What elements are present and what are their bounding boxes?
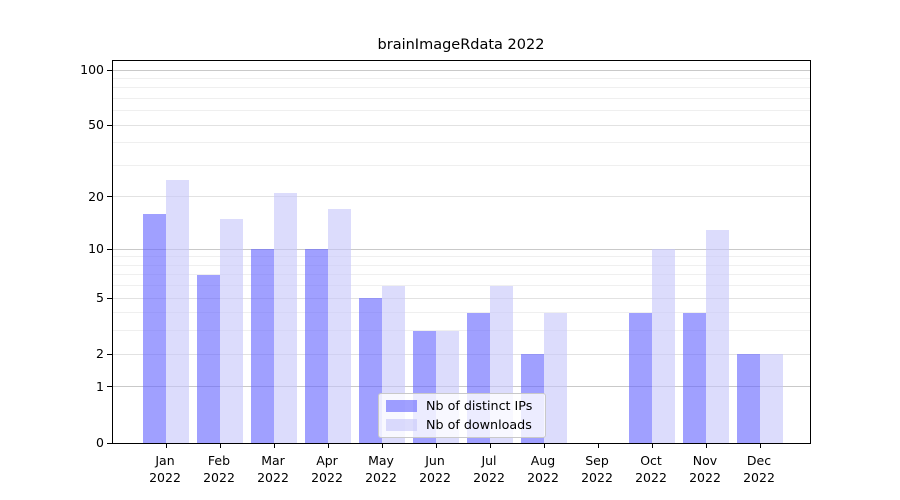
- x-tick-mar: [274, 444, 275, 448]
- y-tick-label-100: 100: [80, 62, 104, 77]
- gridline-minor-8: [113, 265, 810, 266]
- x-tick-jun: [436, 444, 437, 448]
- gridline-minor-40: [113, 142, 810, 143]
- x-tick-label-jun: Jun 2022: [419, 453, 451, 485]
- y-tick-2: [107, 354, 112, 355]
- bar-downloads-feb: [220, 218, 243, 443]
- gridline-2: [113, 354, 810, 355]
- y-tick-label-50: 50: [88, 117, 104, 132]
- bar-distinct-ips-may: [359, 298, 382, 443]
- x-tick-label-aug: Aug 2022: [527, 453, 559, 485]
- gridline-minor-9: [113, 256, 810, 257]
- bar-downloads-mar: [274, 193, 297, 443]
- bar-downloads-apr: [328, 209, 351, 443]
- gridline-1: [113, 386, 810, 387]
- x-tick-dec: [760, 444, 761, 448]
- x-tick-label-apr: Apr 2022: [311, 453, 343, 485]
- y-tick-20: [107, 196, 112, 197]
- x-tick-label-mar: Mar 2022: [257, 453, 289, 485]
- legend: Nb of distinct IPs Nb of downloads: [378, 393, 546, 438]
- x-tick-apr: [328, 444, 329, 448]
- gridline-minor-80: [113, 87, 810, 88]
- x-tick-label-sep: Sep 2022: [581, 453, 613, 485]
- gridline-minor-90: [113, 78, 810, 79]
- y-tick-label-1: 1: [96, 379, 104, 394]
- bar-distinct-ips-nov: [683, 312, 706, 443]
- x-tick-label-oct: Oct 2022: [635, 453, 667, 485]
- bar-distinct-ips-apr: [305, 249, 328, 443]
- y-tick-100: [107, 70, 112, 71]
- y-tick-label-20: 20: [88, 189, 104, 204]
- gridline-20: [113, 196, 810, 197]
- x-tick-label-may: May 2022: [365, 453, 397, 485]
- bar-downloads-jan: [166, 179, 189, 443]
- bar-downloads-nov: [706, 229, 729, 443]
- x-tick-nov: [706, 444, 707, 448]
- gridline-minor-4: [113, 312, 810, 313]
- bar-distinct-ips-oct: [629, 312, 652, 443]
- x-tick-feb: [220, 444, 221, 448]
- x-tick-aug: [544, 444, 545, 448]
- gridline-minor-6: [113, 285, 810, 286]
- legend-label-distinct-ips: Nb of distinct IPs: [426, 398, 533, 413]
- bar-distinct-ips-jan: [143, 214, 166, 443]
- y-tick-50: [107, 125, 112, 126]
- plot-area: [107, 60, 811, 448]
- gridline-minor-7: [113, 274, 810, 275]
- x-tick-sep: [598, 444, 599, 448]
- y-tick-0: [107, 443, 112, 444]
- x-tick-label-jul: Jul 2022: [473, 453, 505, 485]
- legend-item-distinct-ips: Nb of distinct IPs: [386, 398, 537, 414]
- x-tick-oct: [652, 444, 653, 448]
- gridline-50: [113, 125, 810, 126]
- bar-downloads-oct: [652, 249, 675, 443]
- bar-downloads-aug: [544, 312, 567, 443]
- legend-swatch-downloads: [386, 419, 417, 431]
- gridline-5: [113, 298, 810, 299]
- legend-label-downloads: Nb of downloads: [426, 417, 532, 432]
- gridline-minor-60: [113, 110, 810, 111]
- y-tick-5: [107, 298, 112, 299]
- y-tick-label-5: 5: [96, 290, 104, 305]
- gridline-minor-3: [113, 330, 810, 331]
- legend-swatch-distinct-ips: [386, 400, 417, 412]
- chart-title: brainImageRdata 2022: [377, 37, 545, 53]
- gridline-10: [113, 249, 810, 250]
- y-tick-10: [107, 249, 112, 250]
- x-tick-label-jan: Jan 2022: [149, 453, 181, 485]
- x-tick-label-dec: Dec 2022: [743, 453, 775, 485]
- x-tick-jan: [166, 444, 167, 448]
- gridline-100: [113, 70, 810, 71]
- y-tick-label-2: 2: [96, 346, 104, 361]
- gridline-minor-70: [113, 98, 810, 99]
- bar-distinct-ips-mar: [251, 249, 274, 443]
- y-tick-1: [107, 386, 112, 387]
- x-tick-label-feb: Feb 2022: [203, 453, 235, 485]
- x-tick-label-nov: Nov 2022: [689, 453, 721, 485]
- bar-distinct-ips-dec: [737, 354, 760, 443]
- x-tick-may: [382, 444, 383, 448]
- bar-downloads-dec: [760, 354, 783, 443]
- y-tick-label-0: 0: [96, 435, 104, 450]
- x-tick-jul: [490, 444, 491, 448]
- legend-item-downloads: Nb of downloads: [386, 417, 537, 433]
- y-tick-label-10: 10: [88, 241, 104, 256]
- bar-distinct-ips-feb: [197, 274, 220, 443]
- gridline-minor-30: [113, 165, 810, 166]
